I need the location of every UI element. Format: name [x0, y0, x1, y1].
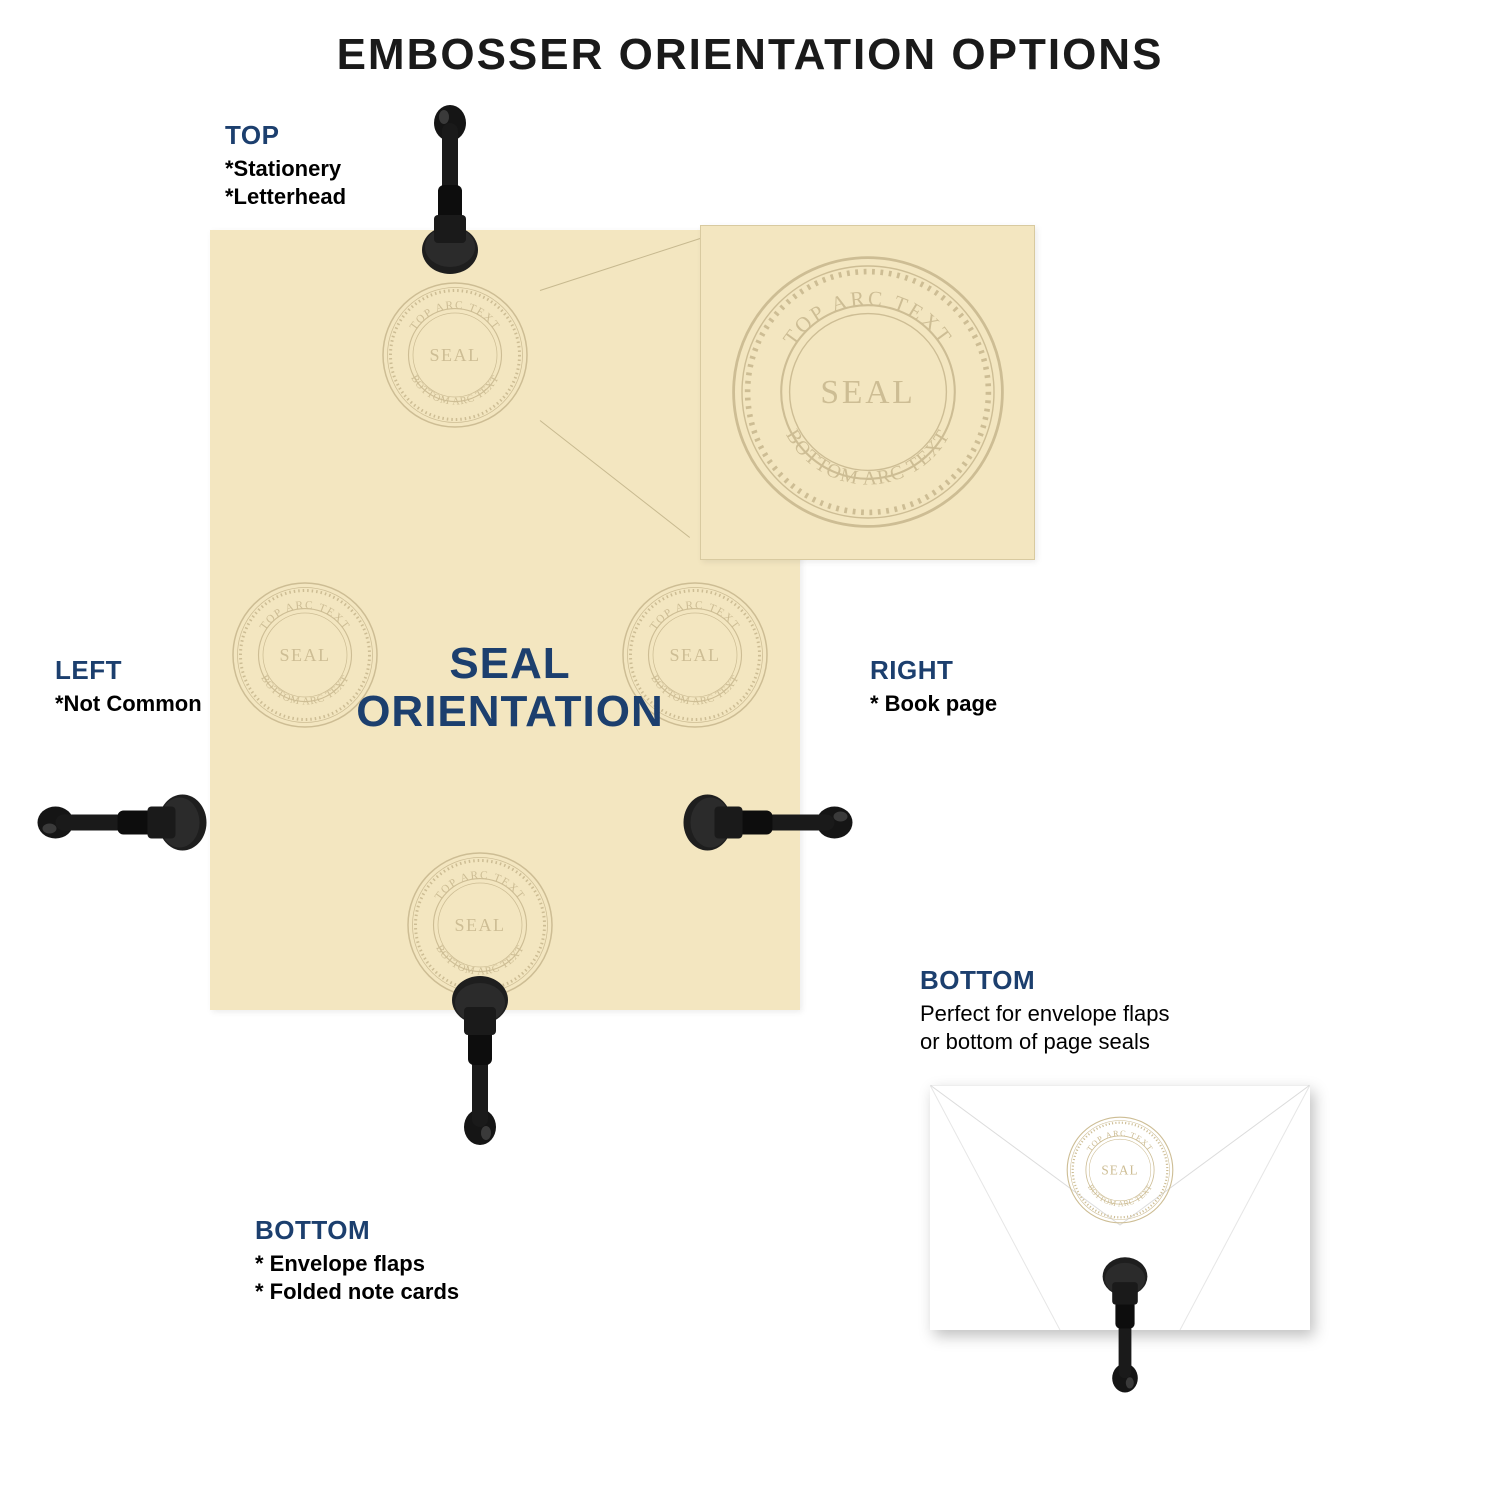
center-line1: SEAL: [449, 639, 570, 688]
seal-top: [380, 280, 530, 430]
label-left: LEFT *Not Common: [55, 655, 202, 718]
label-env-line1: Perfect for envelope flaps: [920, 1000, 1270, 1028]
label-envelope: BOTTOM Perfect for envelope flaps or bot…: [920, 965, 1270, 1055]
label-bottom: BOTTOM * Envelope flaps * Folded note ca…: [255, 1215, 459, 1305]
label-bottom-line1: * Envelope flaps: [255, 1250, 459, 1278]
embosser-tool-bottom: [450, 970, 510, 1145]
label-top: TOP *Stationery *Letterhead: [225, 120, 346, 210]
embosser-tool-top: [420, 105, 480, 280]
label-right: RIGHT * Book page: [870, 655, 997, 718]
embosser-tool-right: [678, 793, 853, 853]
label-env-line2: or bottom of page seals: [920, 1028, 1270, 1056]
label-top-line2: *Letterhead: [225, 183, 346, 211]
label-env-title: BOTTOM: [920, 965, 1270, 996]
center-line2: ORIENTATION: [356, 687, 664, 736]
label-top-line1: *Stationery: [225, 155, 346, 183]
embosser-tool-left: [38, 793, 213, 853]
label-bottom-title: BOTTOM: [255, 1215, 459, 1246]
seal-zoom: [728, 252, 1008, 532]
label-left-title: LEFT: [55, 655, 202, 686]
label-left-line1: *Not Common: [55, 690, 202, 718]
label-bottom-line2: * Folded note cards: [255, 1278, 459, 1306]
label-top-title: TOP: [225, 120, 346, 151]
label-right-title: RIGHT: [870, 655, 997, 686]
seal-envelope: [1065, 1115, 1175, 1225]
label-right-line1: * Book page: [870, 690, 997, 718]
center-text: SEAL ORIENTATION: [300, 640, 720, 737]
embosser-tool-envelope: [1101, 1253, 1149, 1393]
page-title: EMBOSSER ORIENTATION OPTIONS: [0, 30, 1500, 80]
